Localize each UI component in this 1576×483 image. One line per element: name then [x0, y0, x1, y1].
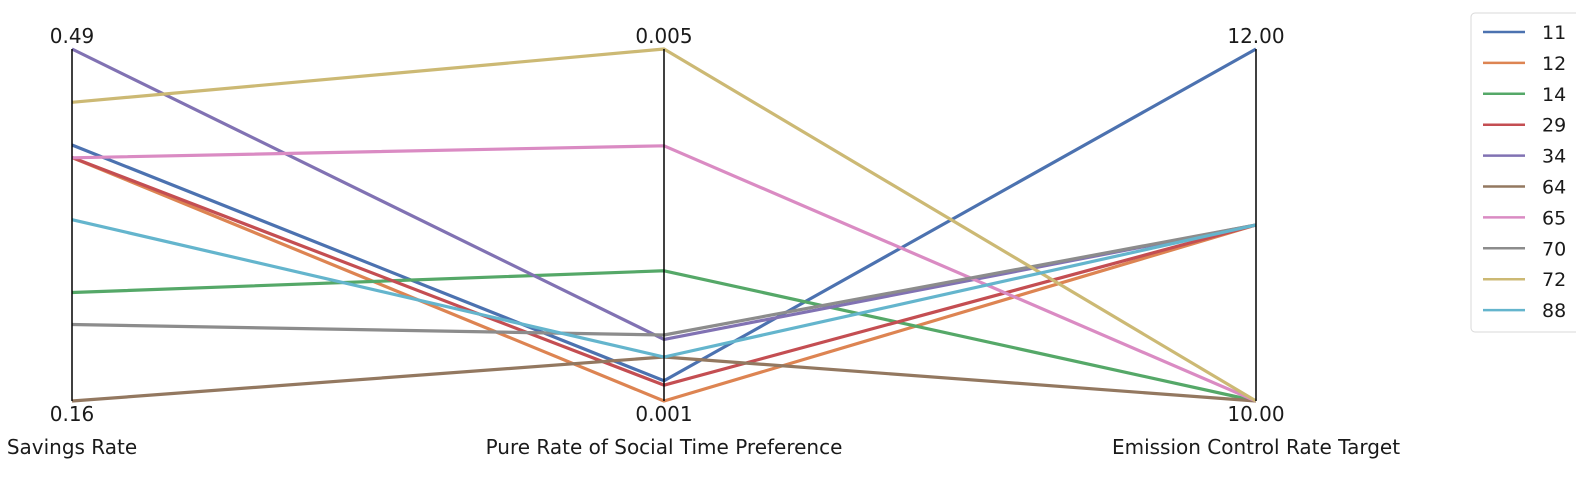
legend-label: 14: [1542, 84, 1566, 106]
legend-label: 70: [1542, 238, 1566, 260]
legend-label: 11: [1542, 22, 1566, 44]
legend-item-12: 12: [1483, 53, 1566, 75]
legend-item-14: 14: [1483, 84, 1566, 106]
axis-min-tick-label: 0.16: [50, 402, 95, 426]
axis-max-tick-label: 0.005: [635, 24, 692, 48]
axis-max-tick-label: 12.00: [1227, 24, 1284, 48]
legend-label: 65: [1542, 207, 1566, 229]
legend-label: 88: [1542, 300, 1566, 322]
legend-item-34: 34: [1483, 146, 1566, 168]
legend-label: 12: [1542, 53, 1566, 75]
legend-item-65: 65: [1483, 207, 1566, 229]
axis-max-tick-label: 0.49: [50, 24, 95, 48]
legend-item-88: 88: [1483, 300, 1566, 322]
axis-title: Savings Rate: [7, 435, 137, 459]
legend-item-11: 11: [1483, 22, 1566, 44]
legend-item-64: 64: [1483, 177, 1566, 199]
legend-item-70: 70: [1483, 238, 1566, 260]
legend-label: 72: [1542, 269, 1566, 291]
legend: 11 12 14 29 34 64 65 70 72 88: [1470, 12, 1576, 333]
legend-label: 64: [1542, 177, 1566, 199]
legend-item-29: 29: [1483, 115, 1566, 137]
legend-item-72: 72: [1483, 269, 1566, 291]
axis-title: Emission Control Rate Target: [1112, 435, 1400, 459]
axis-title: Pure Rate of Social Time Preference: [486, 435, 843, 459]
axis-min-tick-label: 0.001: [635, 402, 692, 426]
axes: 0.49 0.16 Savings Rate 0.005 0.001 Pure Rate …: [7, 24, 1400, 459]
axis-min-tick-label: 10.00: [1227, 402, 1284, 426]
legend-label: 34: [1542, 146, 1566, 168]
legend-label: 29: [1542, 115, 1566, 137]
